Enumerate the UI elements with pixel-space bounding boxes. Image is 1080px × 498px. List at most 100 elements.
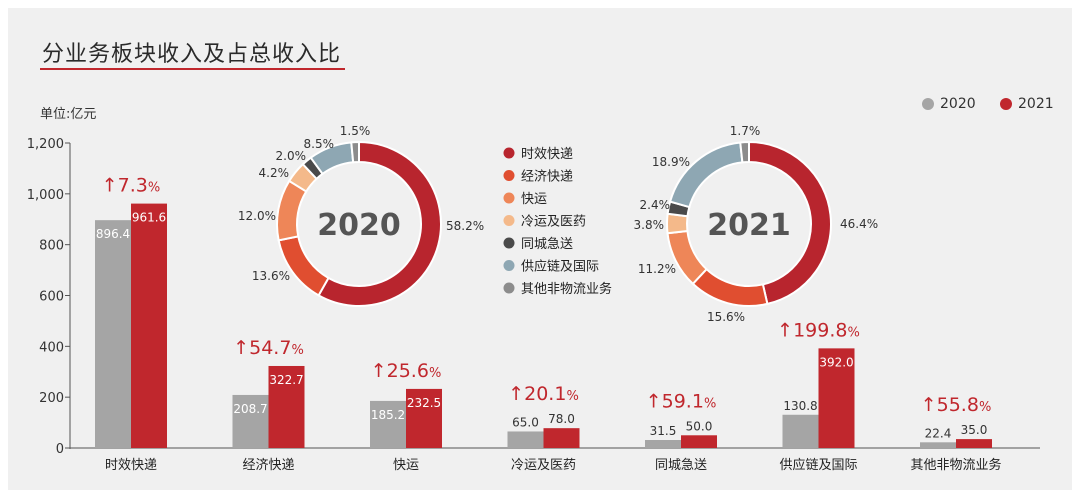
data-label-2020: 65.0 bbox=[512, 415, 539, 429]
donut-legend-swatch bbox=[503, 147, 515, 159]
x-tick-label: 冷运及医药 bbox=[511, 458, 576, 473]
bar-2020 bbox=[95, 220, 131, 448]
x-tick-label: 经济快递 bbox=[242, 458, 294, 473]
growth-unit: % bbox=[148, 181, 160, 196]
donut-pct-label: 2.4% bbox=[640, 198, 671, 212]
bar-2021 bbox=[681, 435, 717, 448]
growth-value: ↑20.1 bbox=[508, 383, 566, 405]
bar-2020 bbox=[370, 400, 406, 448]
data-label-2021: 961.6 bbox=[132, 211, 166, 225]
y-tick-label: 0 bbox=[56, 442, 64, 457]
growth-unit: % bbox=[704, 396, 716, 411]
donut-pct-label: 12.0% bbox=[238, 209, 276, 223]
y-tick-label: 400 bbox=[39, 340, 64, 355]
data-label-2021: 322.7 bbox=[269, 373, 303, 387]
donut-slice bbox=[317, 140, 442, 307]
bar-2020 bbox=[232, 394, 269, 448]
x-tick-label: 其他非物流业务 bbox=[910, 457, 1001, 473]
data-label-2021: 78.0 bbox=[548, 412, 575, 426]
legend-swatch bbox=[1000, 98, 1012, 110]
data-label-2021: 392.0 bbox=[819, 355, 853, 369]
growth-unit: % bbox=[847, 325, 859, 340]
bar-2020 bbox=[782, 414, 819, 448]
growth-label: ↑59.1% bbox=[646, 390, 717, 412]
title-underline bbox=[40, 68, 345, 70]
growth-label: ↑7.3% bbox=[102, 175, 161, 197]
growth-label: ↑25.6% bbox=[371, 360, 442, 382]
donut-pct-label: 46.4% bbox=[840, 217, 878, 231]
growth-unit: % bbox=[979, 400, 991, 415]
data-label-2021: 232.5 bbox=[407, 396, 441, 410]
data-label-2020: 185.2 bbox=[371, 408, 405, 422]
donut-pct-label: 1.5% bbox=[340, 124, 371, 138]
donut-slice bbox=[668, 141, 744, 209]
x-tick-label: 时效快递 bbox=[105, 458, 157, 473]
legend-swatch bbox=[922, 98, 934, 110]
donut-pct-label: 58.2% bbox=[446, 219, 484, 233]
bar-2021 bbox=[543, 428, 580, 448]
y-tick-label: 200 bbox=[39, 391, 64, 406]
donut-pct-label: 1.7% bbox=[730, 124, 761, 138]
donut-pct-label: 11.2% bbox=[638, 262, 676, 276]
y-tick-label: 600 bbox=[39, 290, 64, 305]
y-tick-label: 1,200 bbox=[27, 137, 64, 152]
donut-legend-label: 快运 bbox=[521, 192, 547, 207]
donut-pct-label: 18.9% bbox=[652, 155, 690, 169]
chart-panel bbox=[8, 8, 1072, 490]
bar-2020 bbox=[920, 442, 956, 448]
growth-value: ↑54.7 bbox=[233, 337, 291, 359]
donut-pct-label: 13.6% bbox=[252, 269, 290, 283]
donut-legend-swatch bbox=[503, 237, 515, 249]
data-label-2020: 31.5 bbox=[650, 424, 677, 438]
legend-label: 2021 bbox=[1018, 96, 1054, 112]
growth-label: ↑20.1% bbox=[508, 383, 579, 405]
growth-value: ↑199.8 bbox=[777, 319, 847, 341]
growth-label: ↑54.7% bbox=[233, 337, 304, 359]
donut-legend-swatch bbox=[503, 282, 515, 294]
y-tick-label: 800 bbox=[39, 239, 64, 254]
data-label-2020: 130.8 bbox=[783, 399, 817, 413]
bar-2020 bbox=[645, 439, 681, 448]
bar-2020 bbox=[507, 431, 544, 448]
data-label-2020: 208.7 bbox=[233, 402, 267, 416]
chart-title: 分业务板块收入及占总收入比 bbox=[42, 42, 342, 67]
bar-2021 bbox=[818, 348, 855, 448]
x-tick-label: 同城急送 bbox=[655, 458, 707, 473]
bar-2021 bbox=[956, 439, 992, 448]
donut-legend-swatch bbox=[503, 192, 515, 204]
legend-label: 2020 bbox=[940, 96, 976, 112]
donut-legend-label: 同城急送 bbox=[521, 237, 573, 252]
growth-label: ↑55.8% bbox=[921, 394, 992, 416]
donut-pct-label: 3.8% bbox=[634, 218, 665, 232]
growth-value: ↑25.6 bbox=[371, 360, 429, 382]
unit-label: 单位:亿元 bbox=[40, 107, 97, 122]
donut-pct-label: 2.0% bbox=[276, 149, 307, 163]
donut-pct-label: 8.5% bbox=[304, 137, 335, 151]
growth-unit: % bbox=[566, 389, 578, 404]
bar-2021 bbox=[131, 203, 167, 448]
growth-value: ↑7.3 bbox=[102, 175, 148, 197]
growth-value: ↑55.8 bbox=[921, 394, 979, 416]
donut-slice bbox=[739, 140, 750, 164]
x-tick-label: 快运 bbox=[393, 458, 419, 473]
data-label-2021: 35.0 bbox=[961, 423, 988, 437]
bar-2021 bbox=[406, 388, 442, 448]
donut-center-label: 2020 bbox=[317, 208, 401, 243]
data-label-2020: 896.4 bbox=[96, 227, 130, 241]
donut-legend-label: 时效快递 bbox=[521, 147, 573, 162]
donut-legend-label: 其他非物流业务 bbox=[521, 281, 612, 297]
donut-legend-label: 经济快递 bbox=[521, 170, 573, 185]
legend-item-2021: 2021 bbox=[1000, 96, 1054, 112]
donut-legend-swatch bbox=[503, 170, 515, 181]
growth-label: ↑199.8% bbox=[777, 319, 860, 341]
data-label-2021: 50.0 bbox=[686, 419, 713, 433]
growth-unit: % bbox=[429, 366, 441, 381]
legend-item-2020: 2020 bbox=[922, 96, 976, 112]
donut-legend-swatch bbox=[503, 215, 515, 226]
donut-legend-label: 供应链及国际 bbox=[521, 259, 599, 275]
donut-slice bbox=[350, 140, 360, 164]
bar-2021 bbox=[268, 365, 305, 448]
donut-legend-swatch bbox=[503, 260, 515, 271]
